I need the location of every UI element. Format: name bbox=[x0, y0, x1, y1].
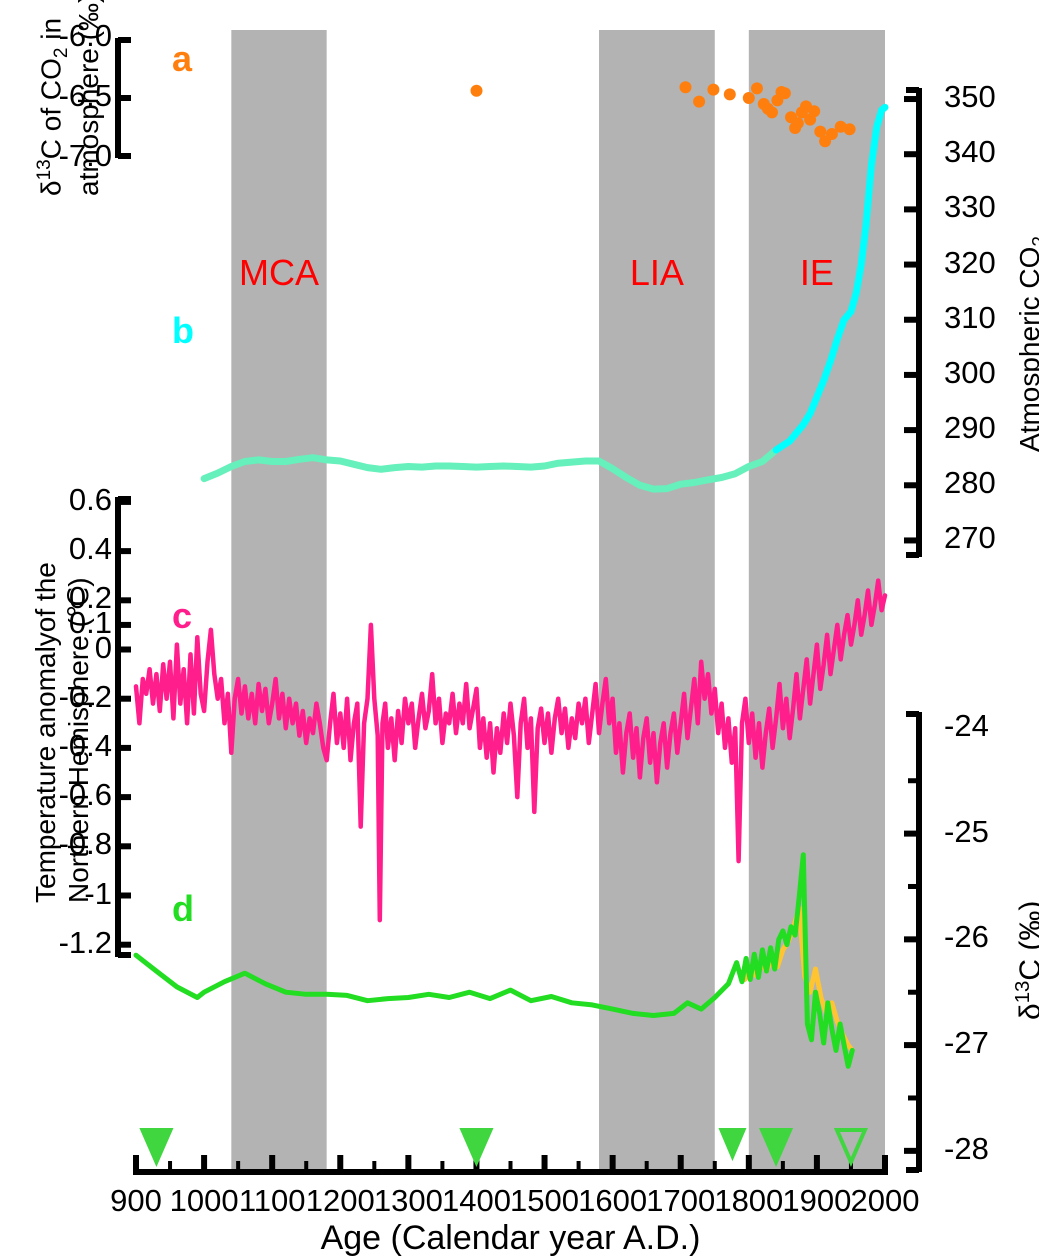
eruption-marker bbox=[139, 1128, 174, 1167]
x-tick-label: 1400 bbox=[441, 1183, 511, 1218]
panel-d-tick-label: -28 bbox=[944, 1130, 989, 1166]
eruption-marker bbox=[459, 1128, 494, 1167]
scatter-point bbox=[814, 125, 827, 138]
scatter-point bbox=[470, 84, 483, 97]
panel-b-tick-label: 330 bbox=[944, 189, 996, 225]
co2-line-0 bbox=[200, 446, 780, 493]
scatter-point bbox=[751, 82, 763, 95]
panel-b-tick-label: 340 bbox=[944, 134, 996, 170]
panel-d-axis-title: δ13C (‰) bbox=[1012, 900, 1039, 1020]
panel-c-tick-label: -0.2 bbox=[58, 678, 112, 714]
x-tick-label: 1100 bbox=[238, 1183, 306, 1218]
d13c-line-1 bbox=[133, 852, 855, 1069]
panel-c-tick-label: 0.1 bbox=[68, 604, 112, 640]
panel-c-tick-label: -0.8 bbox=[58, 826, 112, 862]
scatter-point bbox=[808, 105, 821, 118]
scatter-point bbox=[766, 106, 778, 119]
era-label-lia: LIA bbox=[629, 252, 684, 293]
panel-letter-d: d bbox=[172, 888, 194, 929]
panel-b-tick-label: 280 bbox=[944, 465, 996, 501]
co2-line-1 bbox=[772, 103, 889, 454]
x-tick-label: 1300 bbox=[373, 1183, 443, 1218]
scatter-point bbox=[707, 83, 720, 96]
panel-b-tick-label: 270 bbox=[944, 520, 996, 556]
panel-d-tick-label: -25 bbox=[944, 813, 989, 849]
x-axis-title: Age (Calendar year A.D.) bbox=[320, 1219, 701, 1257]
scatter-point bbox=[778, 87, 791, 100]
x-tick-label: 1900 bbox=[782, 1183, 852, 1218]
x-tick-label: 1600 bbox=[578, 1183, 648, 1218]
x-tick-label: 1700 bbox=[646, 1183, 716, 1218]
panel-c-tick-label: 0.4 bbox=[68, 531, 112, 567]
scatter-point bbox=[693, 95, 706, 108]
scatter-point bbox=[679, 81, 692, 94]
panel-b-tick-label: 290 bbox=[944, 410, 996, 446]
panel-b-tick-label: 300 bbox=[944, 354, 996, 390]
era-band-mca bbox=[231, 30, 327, 1172]
era-band-lia bbox=[599, 30, 715, 1172]
scatter-point bbox=[791, 117, 804, 130]
panel-a-tick-label: -6.5 bbox=[58, 78, 112, 113]
era-label-ie: IE bbox=[799, 252, 834, 293]
scatter-point bbox=[742, 92, 755, 104]
panel-c-axis-title: Temperature anomalyof the Northern Hemis… bbox=[30, 562, 94, 903]
panel-d-tick-label: -24 bbox=[944, 707, 989, 743]
panel-c-tick-label: 0 bbox=[94, 629, 112, 665]
panel-b-tick-label: 320 bbox=[944, 244, 996, 280]
panel-c-tick-label: 0.6 bbox=[68, 481, 112, 517]
eruption-marker bbox=[718, 1128, 747, 1162]
x-tick-label: 1200 bbox=[305, 1183, 375, 1218]
panel-b-tick-label: 350 bbox=[944, 79, 996, 115]
panel-c-tick-label: -0.6 bbox=[58, 777, 112, 813]
era-label-mca: MCA bbox=[238, 252, 319, 293]
x-tick-label: 1800 bbox=[714, 1183, 784, 1218]
scatter-point bbox=[843, 123, 856, 136]
panel-a-tick-label: -6.0 bbox=[58, 18, 112, 53]
panel-d-tick-label: -27 bbox=[944, 1025, 989, 1061]
panel-a-axis-title: δ13C of CO2 in atmosphere (‰) bbox=[34, 0, 104, 196]
panel-a-tick-label: -7.0 bbox=[58, 138, 112, 173]
panel-letter-c: c bbox=[172, 595, 193, 636]
x-tick-label: 2000 bbox=[850, 1183, 920, 1218]
panel-letter-b: b bbox=[172, 310, 194, 351]
panel-b-tick-label: 310 bbox=[944, 299, 996, 335]
panel-c-tick-label: -1 bbox=[84, 875, 112, 911]
x-tick-label: 1500 bbox=[510, 1183, 580, 1218]
x-tick-label: 900 bbox=[110, 1183, 162, 1218]
x-tick-label: 1000 bbox=[169, 1183, 239, 1218]
panel-d-tick-label: -26 bbox=[944, 919, 989, 955]
panel-c-tick-label: 0.2 bbox=[68, 580, 112, 616]
eruption-marker bbox=[758, 1128, 794, 1167]
scatter-point bbox=[723, 88, 736, 101]
temperature-line-0 bbox=[133, 578, 888, 923]
panel-letter-a: a bbox=[172, 38, 193, 79]
scatter-point bbox=[825, 128, 838, 140]
panel-b-axis-title: Atmospheric CO2 concentration (ppm) bbox=[1014, 236, 1039, 452]
eruption-marker-hollow bbox=[833, 1128, 869, 1167]
panel-c-tick-label: -1.2 bbox=[58, 924, 112, 960]
panel-c-tick-label: -0.4 bbox=[58, 727, 112, 763]
